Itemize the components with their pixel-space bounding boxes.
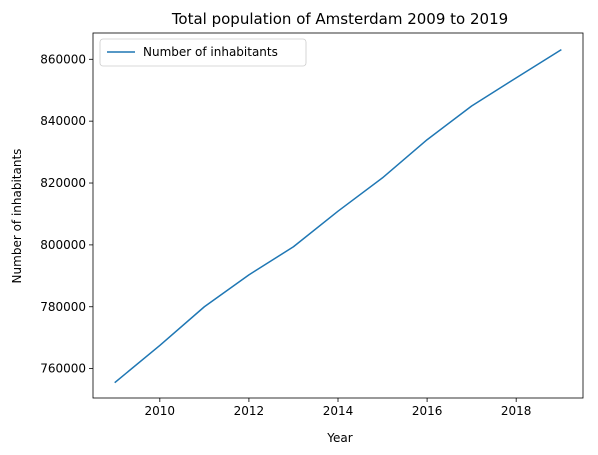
x-tick-label: 2014 (323, 404, 354, 418)
x-tick-label: 2012 (234, 404, 265, 418)
y-tick-label: 800000 (40, 238, 86, 252)
y-axis-label: Number of inhabitants (10, 149, 24, 284)
x-tick-label: 2018 (501, 404, 532, 418)
series-line-0 (114, 48, 562, 384)
y-tick-label: 860000 (40, 52, 86, 66)
y-tick-label: 760000 (40, 362, 86, 376)
x-tick-label: 2010 (145, 404, 176, 418)
legend-label: Number of inhabitants (143, 45, 278, 59)
y-tick-label: 840000 (40, 114, 86, 128)
legend-box (99, 38, 307, 67)
x-axis: 2010 2012 2014 2016 2018 (145, 398, 532, 418)
y-tick-label: 820000 (40, 176, 86, 190)
x-axis-label: Year (326, 431, 352, 445)
y-tick-label: 780000 (40, 300, 86, 314)
legend: Number of inhabitants (99, 38, 307, 67)
x-tick-label: 2016 (412, 404, 443, 418)
plot-marks (114, 48, 562, 384)
chart-title: Total population of Amsterdam 2009 to 20… (171, 10, 508, 28)
y-axis: 760000 780000 800000 820000 840000 860000 (40, 52, 93, 376)
